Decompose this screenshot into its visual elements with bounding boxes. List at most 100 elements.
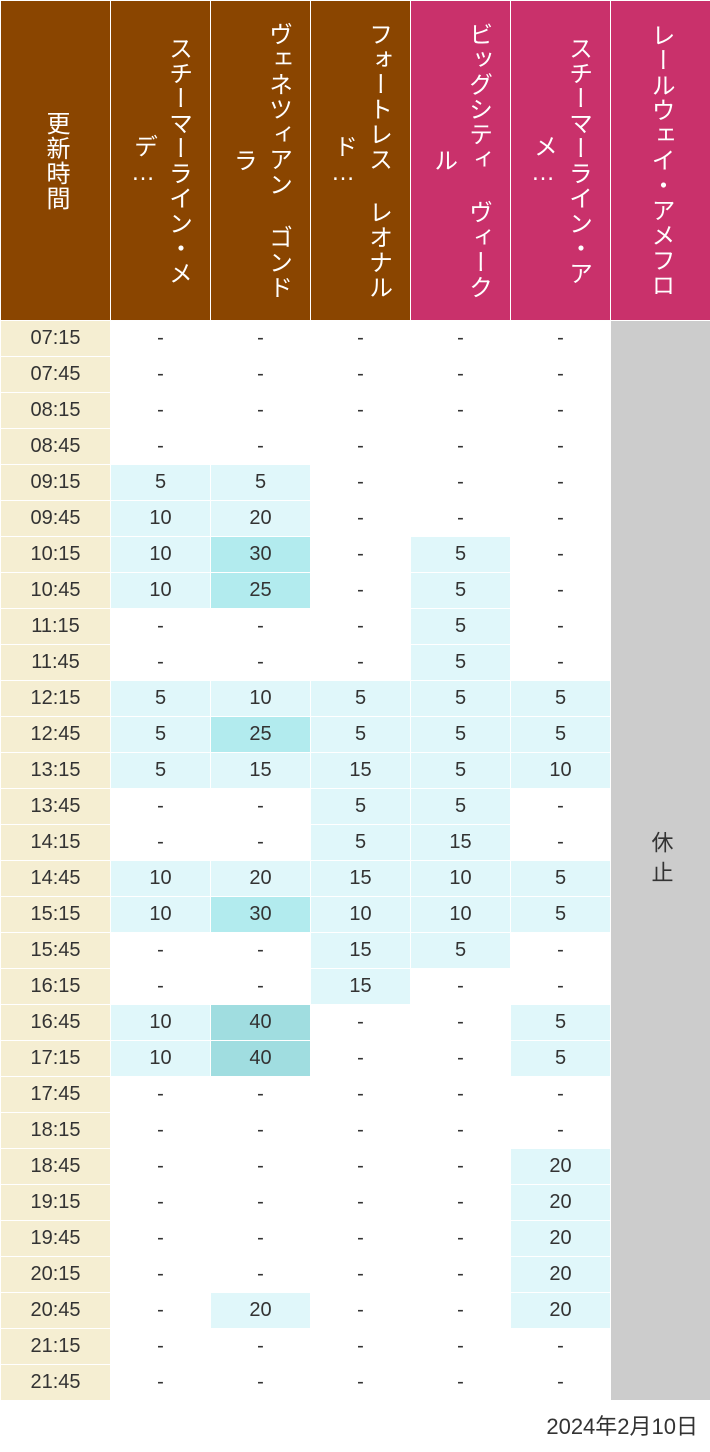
data-cell: - xyxy=(211,825,311,861)
data-cell: 15 xyxy=(211,753,311,789)
data-cell: 10 xyxy=(411,897,511,933)
data-cell: - xyxy=(511,573,611,609)
data-cell: - xyxy=(311,1221,411,1257)
data-cell: 5 xyxy=(511,1005,611,1041)
data-cell: - xyxy=(311,465,411,501)
table-row: 08:45----- xyxy=(1,429,710,465)
header-col-3: ビッグシティ ヴィークル xyxy=(411,1,511,321)
data-cell: 5 xyxy=(411,645,511,681)
time-cell: 10:15 xyxy=(1,537,111,573)
time-cell: 17:45 xyxy=(1,1077,111,1113)
data-cell: - xyxy=(411,1077,511,1113)
data-cell: - xyxy=(411,393,511,429)
table-row: 15:15103010105 xyxy=(1,897,710,933)
data-cell: - xyxy=(211,1365,311,1401)
data-cell: - xyxy=(211,1077,311,1113)
data-cell: 30 xyxy=(211,537,311,573)
data-cell: - xyxy=(211,321,311,357)
data-cell: - xyxy=(511,537,611,573)
table-row: 20:45-20--20 xyxy=(1,1293,710,1329)
time-cell: 20:45 xyxy=(1,1293,111,1329)
header-col-0: スチーマーライン・メデ… xyxy=(111,1,211,321)
data-cell: 10 xyxy=(411,861,511,897)
data-cell: - xyxy=(211,933,311,969)
table-row: 19:45----20 xyxy=(1,1221,710,1257)
data-cell: - xyxy=(111,825,211,861)
data-cell: - xyxy=(411,1293,511,1329)
time-cell: 15:15 xyxy=(1,897,111,933)
table-row: 16:451040--5 xyxy=(1,1005,710,1041)
header-time: 更新時間 xyxy=(1,1,111,321)
time-cell: 16:45 xyxy=(1,1005,111,1041)
data-cell: 10 xyxy=(111,537,211,573)
table-row: 20:15----20 xyxy=(1,1257,710,1293)
data-cell: - xyxy=(311,321,411,357)
data-cell: 5 xyxy=(411,933,511,969)
data-cell: 20 xyxy=(211,501,311,537)
data-cell: 20 xyxy=(511,1293,611,1329)
data-cell: - xyxy=(511,825,611,861)
data-cell: 5 xyxy=(311,789,411,825)
time-cell: 14:15 xyxy=(1,825,111,861)
data-cell: 40 xyxy=(211,1005,311,1041)
data-cell: - xyxy=(311,1113,411,1149)
data-cell: 30 xyxy=(211,897,311,933)
time-cell: 13:45 xyxy=(1,789,111,825)
data-cell: - xyxy=(411,1113,511,1149)
table-row: 15:45--155- xyxy=(1,933,710,969)
table-row: 10:151030-5- xyxy=(1,537,710,573)
time-cell: 12:15 xyxy=(1,681,111,717)
data-cell: - xyxy=(411,321,511,357)
data-cell: - xyxy=(311,393,411,429)
data-cell: 10 xyxy=(111,1005,211,1041)
data-cell: - xyxy=(111,789,211,825)
data-cell: 5 xyxy=(111,465,211,501)
data-cell: - xyxy=(411,1149,511,1185)
data-cell: 5 xyxy=(411,537,511,573)
data-cell: - xyxy=(311,1077,411,1113)
data-cell: 15 xyxy=(311,933,411,969)
data-cell: - xyxy=(111,609,211,645)
data-cell: - xyxy=(211,645,311,681)
table-row: 12:15510555 xyxy=(1,681,710,717)
data-cell: - xyxy=(211,609,311,645)
table-row: 19:15----20 xyxy=(1,1185,710,1221)
header-col-5: レールウェイ・アメフロ xyxy=(611,1,710,321)
data-cell: - xyxy=(311,357,411,393)
data-cell: 10 xyxy=(511,753,611,789)
data-cell: - xyxy=(511,357,611,393)
data-cell: - xyxy=(311,1149,411,1185)
data-cell: - xyxy=(311,609,411,645)
data-cell: - xyxy=(311,429,411,465)
data-cell: 25 xyxy=(211,573,311,609)
data-cell: 5 xyxy=(111,717,211,753)
data-cell: 5 xyxy=(111,681,211,717)
data-cell: - xyxy=(411,969,511,1005)
time-cell: 13:15 xyxy=(1,753,111,789)
data-cell: - xyxy=(511,645,611,681)
table-row: 18:45----20 xyxy=(1,1149,710,1185)
data-cell: - xyxy=(111,429,211,465)
data-cell: - xyxy=(111,357,211,393)
table-row: 12:45525555 xyxy=(1,717,710,753)
data-cell: - xyxy=(311,1005,411,1041)
data-cell: - xyxy=(411,1041,511,1077)
data-cell: 10 xyxy=(311,897,411,933)
data-cell: - xyxy=(211,429,311,465)
data-cell: 5 xyxy=(311,681,411,717)
table-row: 07:45----- xyxy=(1,357,710,393)
time-cell: 15:45 xyxy=(1,933,111,969)
data-cell: - xyxy=(411,1005,511,1041)
closed-cell: 休止 xyxy=(611,321,710,1401)
data-cell: - xyxy=(411,501,511,537)
time-cell: 09:45 xyxy=(1,501,111,537)
table-row: 11:45---5- xyxy=(1,645,710,681)
table-row: 17:151040--5 xyxy=(1,1041,710,1077)
time-cell: 14:45 xyxy=(1,861,111,897)
time-cell: 07:15 xyxy=(1,321,111,357)
time-cell: 19:45 xyxy=(1,1221,111,1257)
data-cell: 10 xyxy=(111,861,211,897)
data-cell: - xyxy=(411,429,511,465)
table-row: 21:15----- xyxy=(1,1329,710,1365)
data-cell: 5 xyxy=(311,825,411,861)
